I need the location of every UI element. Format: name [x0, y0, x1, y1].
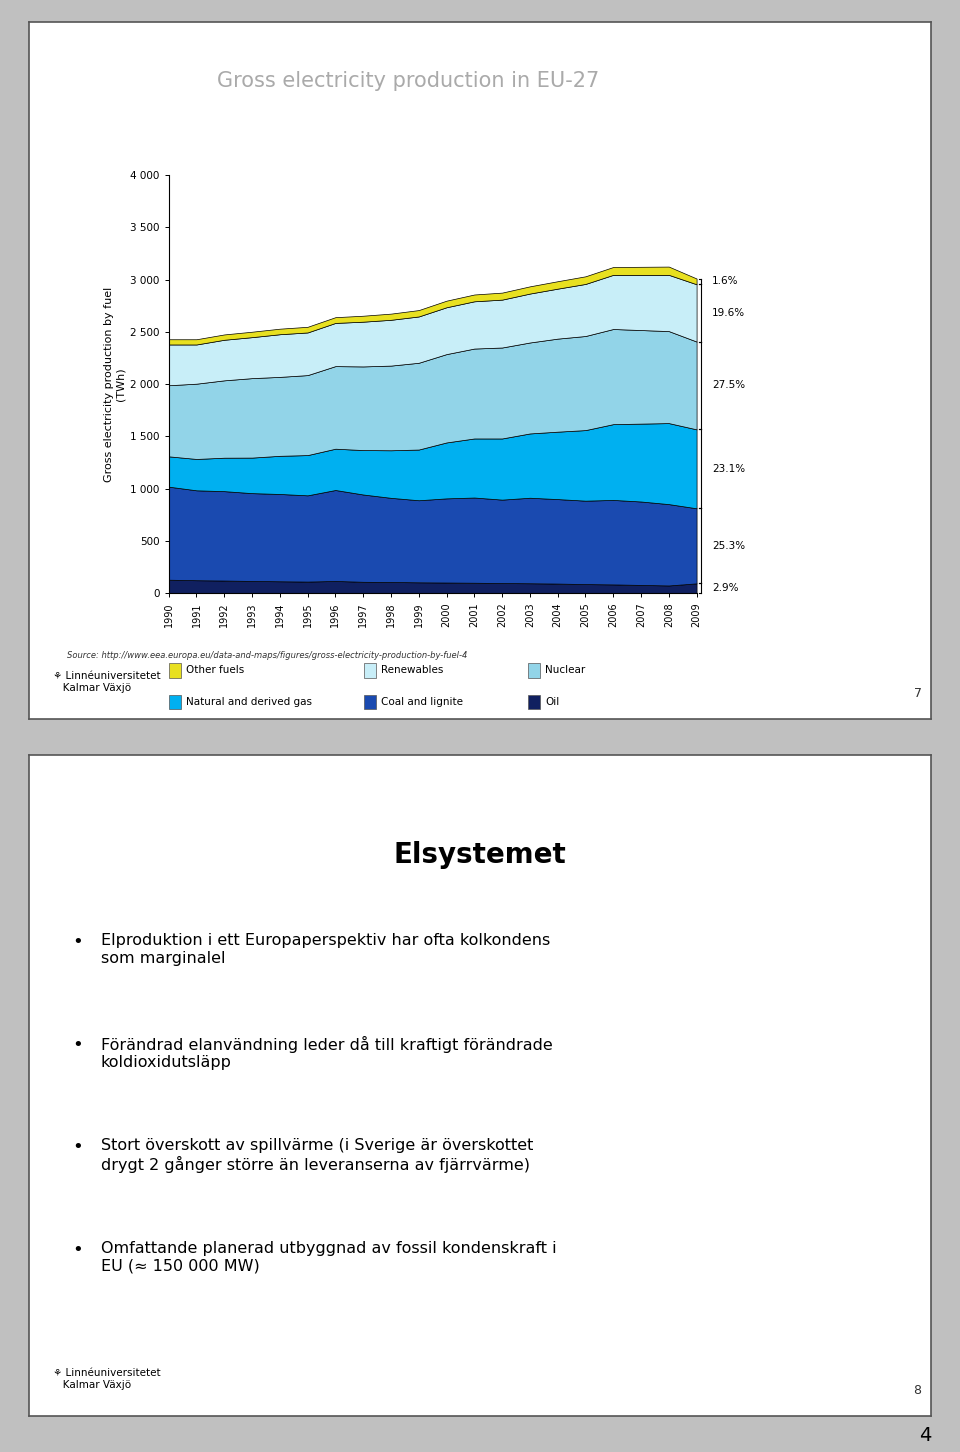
Text: Omfattande planerad utbyggnad av fossil kondenskraft i
EU (≈ 150 000 MW): Omfattande planerad utbyggnad av fossil …	[101, 1240, 557, 1273]
Text: 1.6%: 1.6%	[712, 276, 738, 286]
Text: Elsystemet: Elsystemet	[394, 841, 566, 868]
Text: Förändrad elanvändning leder då till kraftigt förändrade
koldioxidutsläpp: Förändrad elanvändning leder då till kra…	[101, 1035, 553, 1070]
Text: ⚘ Linnéuniversitetet
   Kalmar Växjö: ⚘ Linnéuniversitetet Kalmar Växjö	[53, 1368, 160, 1390]
Text: Gross electricity production in EU-27: Gross electricity production in EU-27	[217, 71, 599, 90]
Text: Renewables: Renewables	[381, 665, 444, 675]
Text: Nuclear: Nuclear	[545, 665, 586, 675]
Text: Natural and derived gas: Natural and derived gas	[186, 697, 312, 707]
Text: 7: 7	[914, 687, 922, 700]
Text: 25.3%: 25.3%	[712, 540, 745, 550]
Y-axis label: Gross electricity production by fuel
(TWh): Gross electricity production by fuel (TW…	[105, 286, 126, 482]
Text: ⚘ Linnéuniversitetet
   Kalmar Växjö: ⚘ Linnéuniversitetet Kalmar Växjö	[53, 671, 160, 693]
Text: Coal and lignite: Coal and lignite	[381, 697, 464, 707]
Text: Stort överskott av spillvärme (i Sverige är överskottet
drygt 2 gånger större än: Stort överskott av spillvärme (i Sverige…	[101, 1138, 533, 1173]
Text: Elproduktion i ett Europaperspektiv har ofta kolkondens
som marginalel: Elproduktion i ett Europaperspektiv har …	[101, 934, 550, 966]
Text: 2.9%: 2.9%	[712, 584, 738, 594]
Text: 8: 8	[914, 1384, 922, 1397]
Text: Other fuels: Other fuels	[186, 665, 244, 675]
Text: Oil: Oil	[545, 697, 559, 707]
Text: •: •	[72, 934, 83, 951]
Text: •: •	[72, 1138, 83, 1156]
Text: 27.5%: 27.5%	[712, 380, 745, 391]
Text: 4: 4	[919, 1426, 931, 1445]
Text: •: •	[72, 1240, 83, 1259]
Text: 19.6%: 19.6%	[712, 308, 745, 318]
Text: •: •	[72, 1035, 83, 1054]
Text: 23.1%: 23.1%	[712, 463, 745, 473]
Text: Source: http://www.eea.europa.eu/data-and-maps/figures/gross-electricity-product: Source: http://www.eea.europa.eu/data-an…	[67, 650, 468, 659]
